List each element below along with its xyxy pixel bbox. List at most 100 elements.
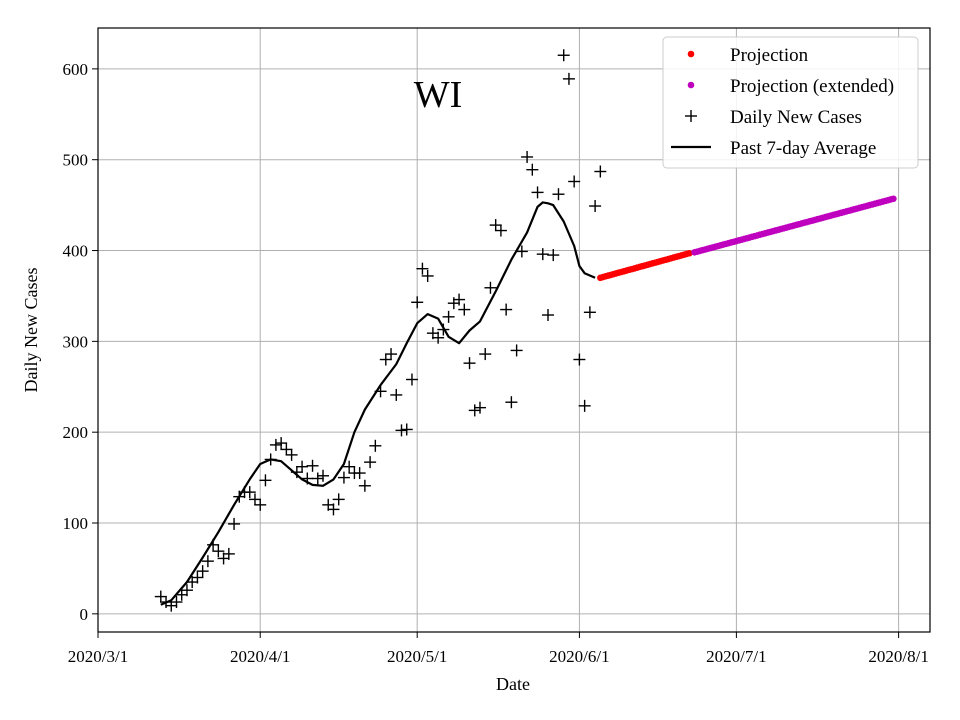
- daily-case-marker: [364, 456, 377, 469]
- daily-case-marker: [589, 200, 602, 213]
- daily-case-marker: [395, 424, 408, 437]
- x-tick-label: 2020/8/1: [868, 647, 928, 666]
- daily-case-marker: [311, 472, 324, 485]
- daily-case-marker: [254, 498, 267, 511]
- daily-case-marker: [547, 249, 560, 262]
- daily-case-marker: [542, 309, 555, 322]
- daily-case-marker: [458, 303, 471, 316]
- legend: Projection Projection (extended) Daily New…: [662, 36, 919, 169]
- legend-items: Projection Projection (extended) Daily New…: [671, 45, 894, 159]
- daily-case-marker: [379, 353, 392, 366]
- y-tick-label: 0: [80, 605, 89, 624]
- legend-label: Past 7-day Average: [730, 138, 876, 159]
- y-tick-label: 200: [63, 423, 89, 442]
- y-tick-label: 600: [63, 60, 89, 79]
- daily-case-marker: [515, 245, 528, 258]
- daily-case-marker: [500, 303, 513, 316]
- daily-case-marker: [416, 262, 429, 275]
- daily-case-marker: [583, 306, 596, 319]
- daily-case-marker: [568, 175, 581, 188]
- daily-case-marker: [473, 401, 486, 414]
- average-line: [160, 201, 596, 606]
- x-tick-label: 2020/7/1: [706, 647, 766, 666]
- daily-case-marker: [212, 545, 225, 558]
- plot-frame: [97, 27, 931, 633]
- x-tick-label: 2020/5/1: [387, 647, 447, 666]
- y-tick-label: 100: [63, 514, 89, 533]
- y-axis-label: Daily New Cases: [21, 268, 41, 393]
- daily-case-marker: [275, 437, 288, 450]
- daily-case-marker: [432, 331, 445, 344]
- daily-case-marker: [343, 460, 356, 473]
- daily-case-marker: [358, 479, 371, 492]
- daily-case-marker: [317, 469, 330, 482]
- daily-case-marker: [285, 448, 298, 461]
- daily-case-marker: [337, 471, 350, 484]
- daily-case-marker: [306, 459, 319, 472]
- daily-case-marker: [505, 396, 518, 409]
- daily-case-marker: [353, 467, 366, 480]
- daily-case-marker: [494, 224, 507, 237]
- daily-case-marker: [385, 348, 398, 361]
- daily-case-marker: [327, 503, 340, 516]
- daily-case-marker: [259, 474, 272, 487]
- daily-case-marker: [484, 281, 497, 294]
- daily-case-marker: [536, 248, 549, 261]
- projection-point: [890, 195, 897, 203]
- legend-label: Projection: [730, 45, 809, 66]
- daily-case-marker: [479, 348, 492, 361]
- legend-dot-icon: [687, 50, 695, 58]
- x-tick-label: 2020/6/1: [549, 647, 609, 666]
- daily-case-marker: [222, 547, 235, 560]
- daily-case-marker: [154, 590, 167, 603]
- x-axis-label: Date: [496, 674, 530, 694]
- daily-case-marker: [243, 486, 256, 499]
- projection-point: [685, 249, 693, 257]
- daily-case-marker: [557, 49, 570, 62]
- daily-case-marker: [228, 517, 241, 530]
- daily-case-marker: [411, 296, 424, 309]
- y-tick-label: 400: [63, 242, 89, 261]
- y-tick-label: 500: [63, 151, 89, 170]
- daily-case-marker: [170, 596, 183, 609]
- x-tick-label: 2020/4/1: [230, 647, 290, 666]
- daily-case-marker: [280, 443, 293, 456]
- daily-case-marker: [453, 293, 466, 306]
- daily-case-marker: [369, 439, 382, 452]
- daily-case-marker: [405, 373, 418, 386]
- daily-case-marker: [180, 584, 193, 597]
- chart-title: WI: [414, 74, 463, 116]
- daily-case-marker: [442, 310, 455, 323]
- daily-case-marker: [400, 423, 413, 436]
- x-tick-label: 2020/3/1: [68, 647, 128, 666]
- daily-case-marker: [421, 269, 434, 282]
- daily-case-marker: [562, 72, 575, 85]
- daily-case-marker: [573, 353, 586, 366]
- daily-case-marker: [526, 163, 539, 176]
- series-layer: [154, 49, 897, 612]
- daily-case-marker: [296, 460, 309, 473]
- ticks-layer: 2020/3/1 2020/4/1 2020/5/1 2020/6/1 2020/7/1…: [63, 60, 929, 666]
- y-tick-label: 300: [63, 332, 89, 351]
- daily-case-marker: [191, 571, 204, 584]
- daily-case-marker: [201, 555, 214, 568]
- daily-case-marker: [196, 565, 209, 578]
- daily-case-marker: [521, 150, 534, 163]
- daily-case-marker: [594, 165, 607, 178]
- daily-case-marker: [489, 219, 502, 232]
- daily-case-marker: [269, 438, 282, 451]
- daily-case-marker: [510, 344, 523, 357]
- legend-label: Daily New Cases: [730, 107, 862, 128]
- legend-dot-icon: [687, 81, 695, 89]
- daily-case-marker: [390, 388, 403, 401]
- daily-case-marker: [463, 357, 476, 370]
- daily-case-marker: [248, 493, 261, 506]
- legend-plus-icon: [685, 110, 697, 122]
- daily-case-marker: [531, 186, 544, 199]
- daily-case-marker: [552, 188, 565, 201]
- daily-case-marker: [332, 493, 345, 506]
- daily-case-marker: [578, 399, 591, 412]
- legend-label: Projection (extended): [730, 76, 894, 97]
- legend-box: [662, 36, 919, 169]
